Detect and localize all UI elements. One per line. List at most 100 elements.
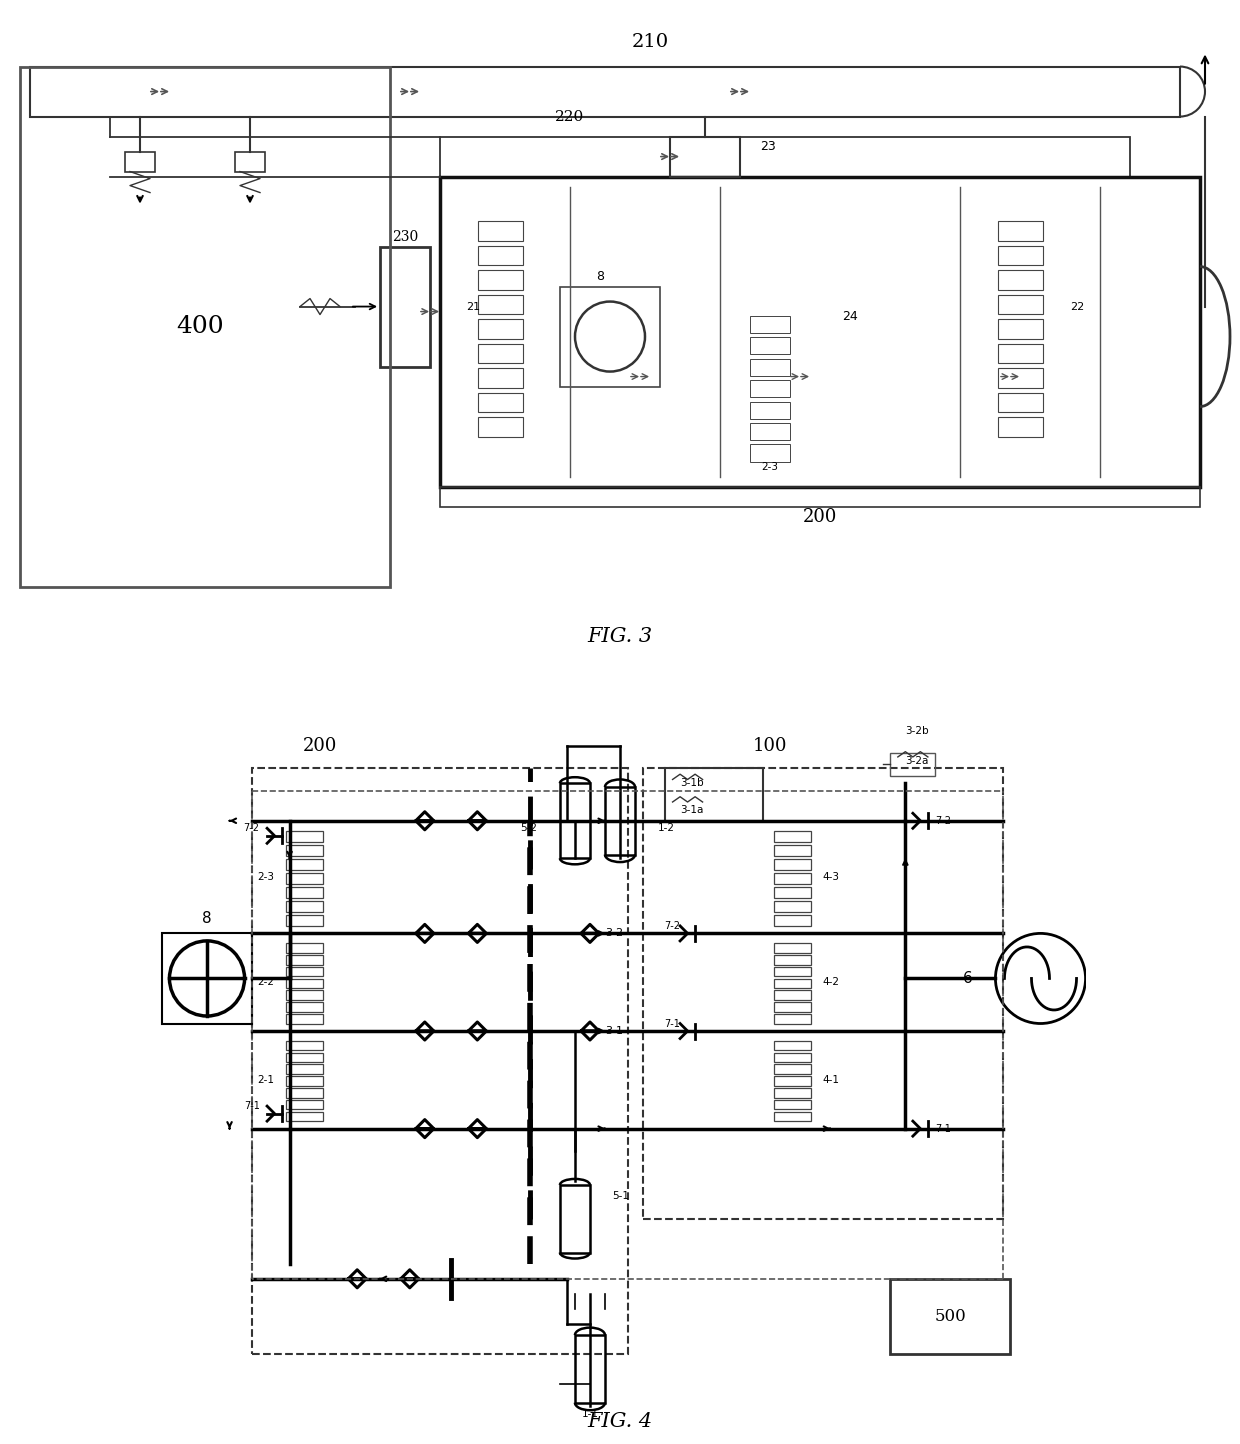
- Bar: [774, 1014, 811, 1024]
- Bar: [997, 368, 1043, 387]
- Bar: [286, 845, 324, 856]
- Bar: [665, 768, 763, 820]
- Bar: [750, 380, 790, 397]
- Bar: [30, 66, 1180, 117]
- Text: 3-1b: 3-1b: [680, 778, 703, 788]
- Bar: [774, 1041, 811, 1050]
- Text: 8: 8: [202, 911, 212, 926]
- Bar: [750, 338, 790, 354]
- Bar: [286, 943, 324, 953]
- Text: 7-1: 7-1: [244, 1102, 259, 1110]
- Bar: [286, 874, 324, 884]
- Bar: [286, 1076, 324, 1086]
- Bar: [774, 901, 811, 913]
- Text: 200: 200: [802, 507, 837, 526]
- Bar: [774, 845, 811, 856]
- Bar: [997, 417, 1043, 436]
- Bar: [286, 859, 324, 871]
- Bar: [750, 316, 790, 334]
- Bar: [440, 137, 1130, 176]
- Text: 22: 22: [1070, 302, 1084, 312]
- Bar: [286, 1112, 324, 1121]
- Bar: [750, 358, 790, 375]
- Text: 400: 400: [176, 315, 223, 338]
- Text: 23: 23: [760, 140, 776, 153]
- Text: 7-1: 7-1: [665, 1018, 680, 1028]
- Text: 2-2: 2-2: [258, 978, 274, 988]
- Bar: [774, 1112, 811, 1121]
- Text: 3-2: 3-2: [605, 928, 624, 939]
- Text: 7-2: 7-2: [243, 823, 259, 833]
- Bar: [750, 423, 790, 440]
- Bar: [286, 914, 324, 926]
- Bar: [774, 887, 811, 898]
- Bar: [774, 943, 811, 953]
- Bar: [477, 221, 522, 241]
- Bar: [997, 245, 1043, 266]
- Bar: [774, 859, 811, 871]
- Bar: [286, 832, 324, 842]
- Bar: [774, 1076, 811, 1086]
- Text: 4-2: 4-2: [822, 978, 839, 988]
- Bar: [286, 1100, 324, 1109]
- Bar: [774, 1002, 811, 1012]
- Bar: [286, 887, 324, 898]
- Bar: [560, 286, 660, 387]
- Text: 7-2: 7-2: [935, 816, 951, 826]
- Text: 24: 24: [842, 310, 858, 323]
- Text: 5-1: 5-1: [613, 1191, 630, 1201]
- Bar: [286, 1041, 324, 1050]
- Text: FIG. 3: FIG. 3: [588, 627, 652, 645]
- Bar: [997, 270, 1043, 290]
- Text: 3-1a: 3-1a: [680, 804, 703, 814]
- Bar: [774, 1064, 811, 1074]
- Text: 7-2: 7-2: [665, 921, 680, 931]
- Bar: [286, 954, 324, 965]
- Bar: [560, 1186, 590, 1252]
- Bar: [750, 445, 790, 462]
- Text: 3-1: 3-1: [605, 1027, 622, 1035]
- Bar: [997, 295, 1043, 315]
- Bar: [379, 247, 430, 367]
- Bar: [774, 979, 811, 988]
- Bar: [774, 1100, 811, 1109]
- Text: 100: 100: [753, 736, 787, 755]
- Bar: [286, 1053, 324, 1063]
- Bar: [20, 66, 391, 586]
- Bar: [560, 783, 590, 858]
- Text: 5-2: 5-2: [521, 823, 537, 833]
- Bar: [477, 245, 522, 266]
- Bar: [286, 901, 324, 913]
- Bar: [774, 1053, 811, 1063]
- Text: 200: 200: [303, 736, 337, 755]
- Bar: [252, 768, 627, 1354]
- Bar: [774, 954, 811, 965]
- Text: 230: 230: [392, 230, 418, 244]
- Bar: [642, 768, 1003, 1219]
- Bar: [774, 874, 811, 884]
- Bar: [286, 991, 324, 999]
- Text: 2-1: 2-1: [258, 1074, 274, 1084]
- Text: 3-2b: 3-2b: [905, 726, 929, 735]
- Bar: [890, 1279, 1011, 1354]
- Bar: [236, 152, 265, 172]
- Bar: [286, 1002, 324, 1012]
- Bar: [477, 393, 522, 412]
- Bar: [477, 417, 522, 436]
- Bar: [774, 967, 811, 976]
- Text: 21: 21: [466, 302, 480, 312]
- Text: 1-1: 1-1: [582, 1409, 599, 1419]
- Text: 2-3: 2-3: [258, 872, 274, 882]
- Text: 6: 6: [963, 970, 973, 986]
- Bar: [440, 487, 1200, 507]
- Text: 7-1: 7-1: [935, 1123, 951, 1134]
- Bar: [997, 344, 1043, 364]
- Text: 500: 500: [935, 1308, 966, 1324]
- Bar: [670, 137, 740, 176]
- Bar: [774, 991, 811, 999]
- Bar: [575, 1336, 605, 1402]
- Bar: [997, 221, 1043, 241]
- Bar: [774, 1089, 811, 1097]
- Bar: [477, 368, 522, 387]
- Bar: [286, 967, 324, 976]
